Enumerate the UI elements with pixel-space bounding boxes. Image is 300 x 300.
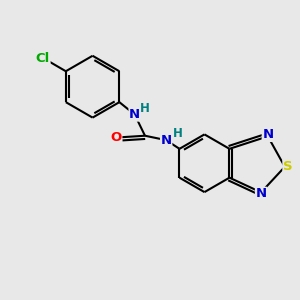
Text: N: N: [262, 128, 273, 141]
Text: H: H: [172, 127, 182, 140]
Text: O: O: [110, 131, 122, 144]
Text: S: S: [283, 160, 292, 173]
Text: H: H: [140, 101, 150, 115]
Text: N: N: [160, 134, 172, 147]
Text: N: N: [129, 108, 140, 121]
Text: Cl: Cl: [36, 52, 50, 65]
Text: N: N: [256, 187, 267, 200]
